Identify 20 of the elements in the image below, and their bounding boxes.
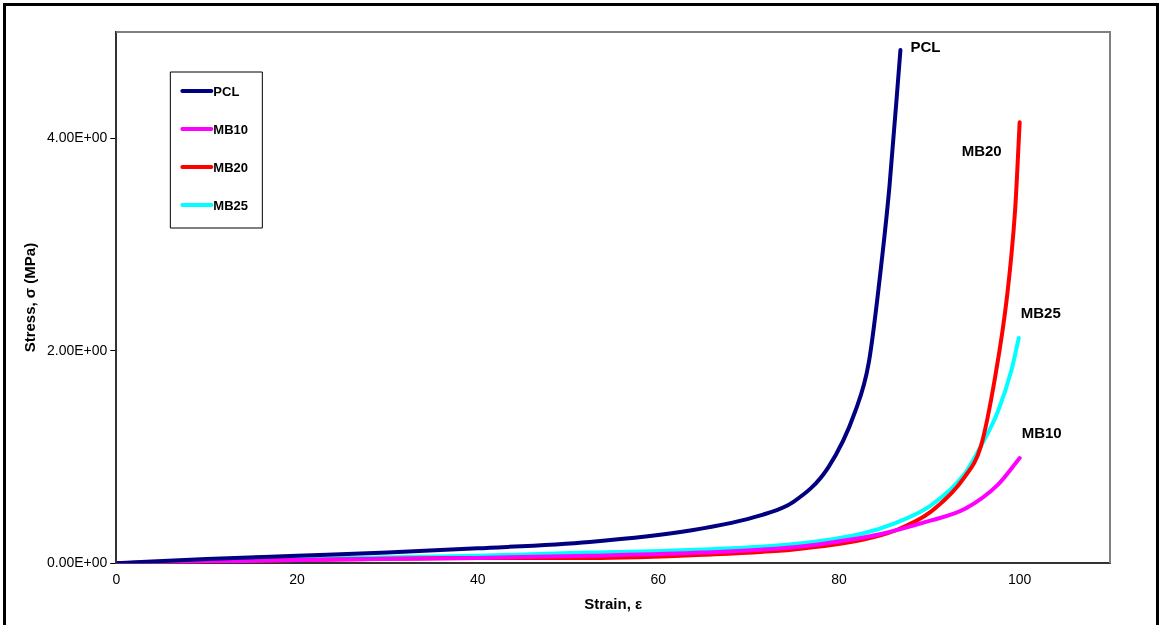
y-tick-label: 4.00E+00 (46, 129, 108, 146)
x-tick-label: 100 (1007, 571, 1032, 588)
y-tick-label: 0.00E+00 (46, 554, 108, 571)
annotation: MB20 (961, 142, 1002, 160)
annotation: MB25 (1020, 304, 1061, 322)
legend-label: MB20 (213, 159, 249, 175)
x-tick-label: 0 (112, 571, 121, 588)
annotation: MB10 (1021, 424, 1062, 442)
y-axis-title: Stress, σ (MPa) (21, 242, 39, 353)
legend-label: MB10 (213, 121, 249, 137)
x-axis-title: Strain, ε (584, 595, 643, 613)
x-tick-label: 40 (469, 571, 486, 588)
legend-label: MB25 (213, 197, 249, 213)
x-tick-label: 60 (650, 571, 667, 588)
annotation: PCL (910, 38, 941, 56)
x-tick-label: 80 (831, 571, 847, 588)
y-tick-label: 2.00E+00 (46, 341, 108, 358)
line-series (116, 48, 903, 564)
legend-label: PCL (213, 83, 240, 99)
x-tick-label: 20 (289, 571, 305, 588)
